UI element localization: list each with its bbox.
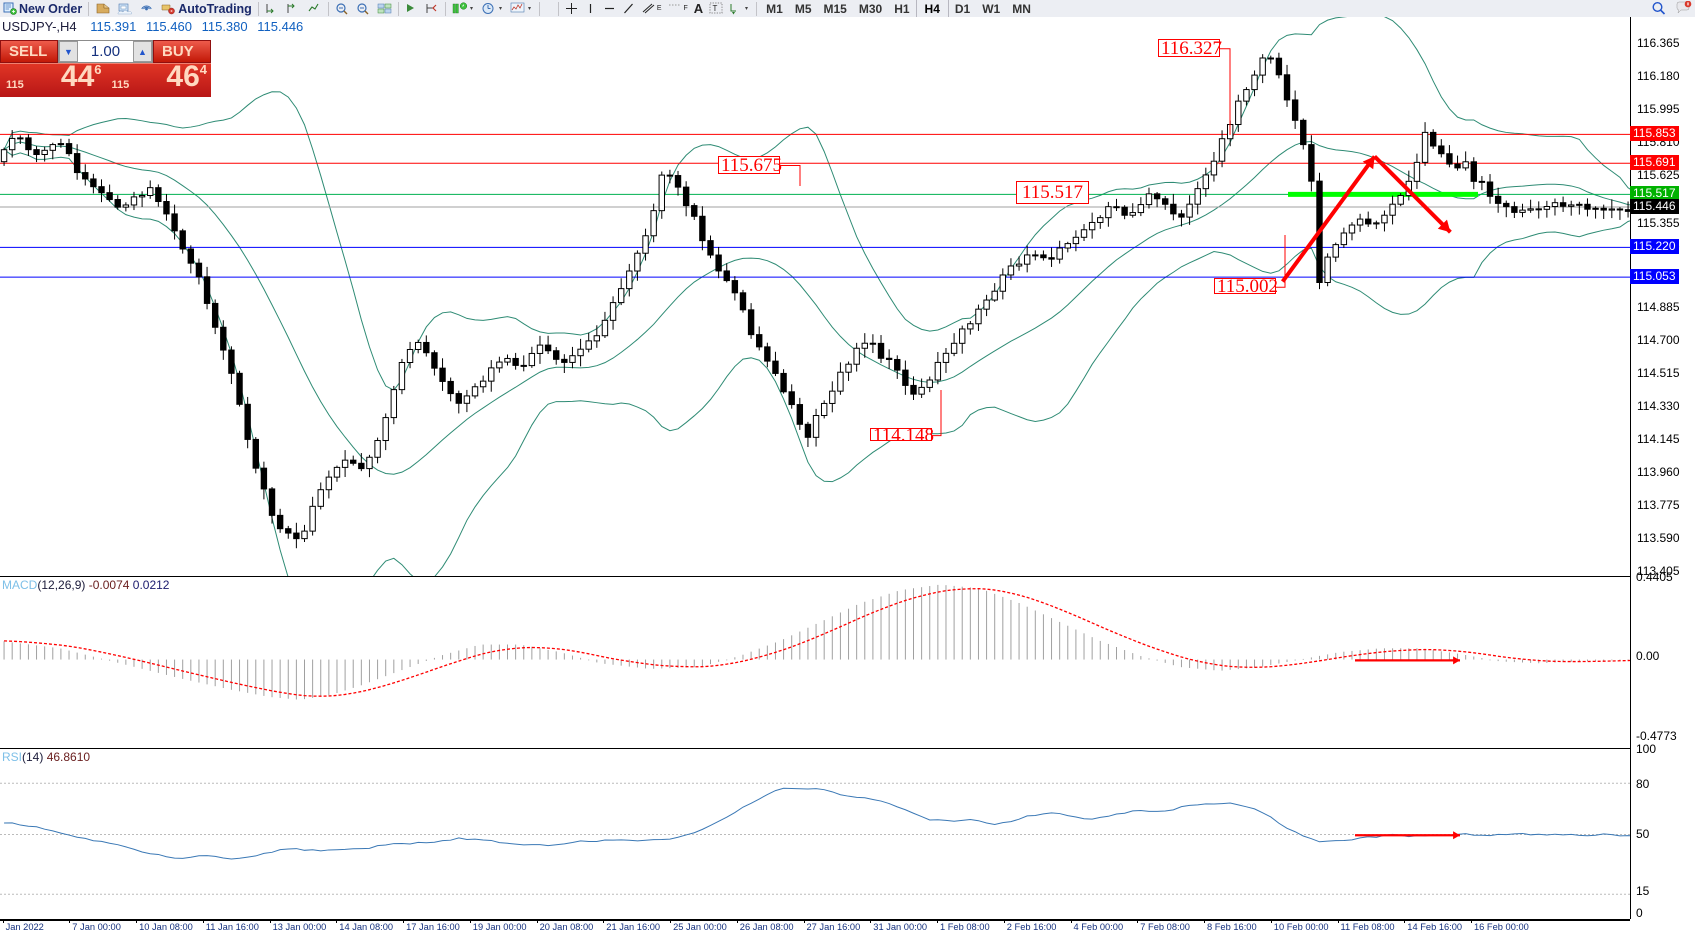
svg-text:T: T <box>713 4 718 13</box>
